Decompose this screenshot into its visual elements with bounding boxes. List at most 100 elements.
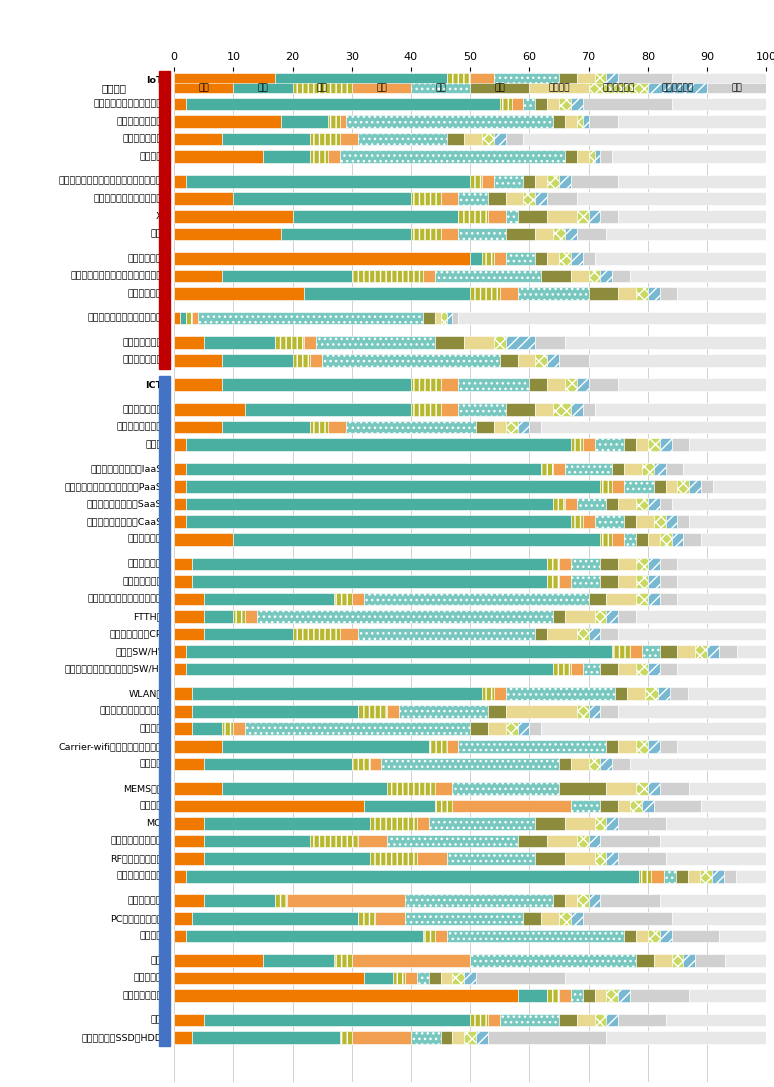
- Bar: [536, 175, 547, 188]
- Bar: [724, 870, 736, 883]
- Bar: [453, 972, 464, 985]
- Text: ウエアラブル（情報・映像）: ウエアラブル（情報・映像）: [94, 100, 168, 109]
- Bar: [293, 627, 340, 640]
- Bar: [405, 912, 523, 925]
- Text: ストレージ（SSD、HDD）: ストレージ（SSD、HDD）: [81, 1033, 168, 1042]
- Bar: [488, 192, 505, 205]
- Bar: [713, 480, 766, 492]
- Text: 独国: 独国: [317, 84, 327, 92]
- Bar: [636, 610, 766, 623]
- Text: 動画配信: 動画配信: [146, 440, 168, 449]
- Bar: [174, 817, 204, 829]
- Text: WLAN機器: WLAN機器: [128, 689, 168, 698]
- Text: 据置型ゲーム: 据置型ゲーム: [134, 974, 168, 983]
- Bar: [529, 83, 589, 93]
- Bar: [594, 1014, 606, 1026]
- Bar: [677, 663, 766, 675]
- Bar: [571, 800, 601, 812]
- Bar: [387, 783, 435, 795]
- Bar: [518, 989, 547, 1002]
- Bar: [636, 783, 648, 795]
- Bar: [559, 1014, 577, 1026]
- Bar: [174, 312, 180, 324]
- Bar: [536, 817, 565, 829]
- Text: MEMSセンサ: MEMSセンサ: [123, 784, 168, 794]
- Text: スマート照明機器: スマート照明機器: [122, 355, 168, 365]
- Bar: [505, 252, 536, 265]
- Bar: [594, 438, 624, 451]
- Bar: [541, 421, 766, 434]
- Bar: [174, 800, 364, 812]
- Bar: [505, 723, 518, 735]
- Bar: [494, 252, 505, 265]
- Bar: [571, 663, 583, 675]
- Bar: [571, 270, 588, 283]
- Bar: [494, 336, 505, 349]
- Bar: [618, 558, 636, 571]
- Bar: [174, 1032, 192, 1044]
- Bar: [346, 115, 553, 128]
- Bar: [488, 723, 505, 735]
- Bar: [174, 783, 221, 795]
- Bar: [583, 403, 594, 415]
- Bar: [588, 270, 601, 283]
- Bar: [559, 575, 571, 588]
- Bar: [618, 73, 672, 86]
- Bar: [565, 336, 766, 349]
- Bar: [672, 73, 766, 86]
- Bar: [482, 687, 495, 700]
- Text: ディスクリート半導体: ディスクリート半導体: [111, 837, 168, 846]
- Bar: [464, 336, 494, 349]
- Bar: [672, 98, 766, 110]
- Bar: [677, 646, 695, 658]
- Bar: [310, 133, 340, 146]
- Bar: [174, 73, 275, 86]
- Text: RF（高周波）半導体: RF（高周波）半導体: [110, 854, 168, 863]
- Bar: [577, 1014, 594, 1026]
- Bar: [547, 627, 577, 640]
- Bar: [553, 895, 565, 908]
- Bar: [571, 558, 601, 571]
- Bar: [701, 533, 766, 546]
- Text: クラウドサービス（CaaS）: クラウドサービス（CaaS）: [87, 517, 168, 526]
- Bar: [458, 740, 606, 752]
- Bar: [476, 421, 494, 434]
- Bar: [690, 438, 766, 451]
- Bar: [358, 133, 447, 146]
- Bar: [174, 954, 263, 966]
- Bar: [192, 312, 198, 324]
- Bar: [417, 972, 429, 985]
- Bar: [317, 336, 435, 349]
- Bar: [577, 705, 589, 717]
- Bar: [369, 852, 417, 865]
- Bar: [606, 227, 766, 240]
- Bar: [700, 870, 712, 883]
- Bar: [375, 912, 405, 925]
- Bar: [351, 270, 423, 283]
- Bar: [583, 989, 594, 1002]
- Bar: [594, 817, 606, 829]
- Bar: [601, 800, 618, 812]
- Bar: [429, 817, 536, 829]
- Bar: [594, 73, 606, 86]
- Bar: [553, 227, 565, 240]
- Bar: [458, 227, 505, 240]
- Bar: [234, 610, 245, 623]
- Text: ＜凡例＞: ＜凡例＞: [102, 83, 127, 93]
- Text: ICT製品・サービス: ICT製品・サービス: [159, 680, 170, 742]
- Bar: [636, 438, 648, 451]
- Bar: [588, 354, 766, 366]
- Bar: [500, 354, 518, 366]
- Bar: [435, 336, 464, 349]
- Bar: [505, 336, 536, 349]
- Bar: [536, 227, 553, 240]
- Bar: [677, 558, 766, 571]
- Text: ICT計: ICT計: [146, 380, 168, 389]
- Bar: [192, 687, 482, 700]
- Bar: [618, 800, 630, 812]
- Bar: [286, 895, 405, 908]
- Bar: [571, 575, 601, 588]
- Bar: [234, 723, 245, 735]
- Bar: [364, 972, 393, 985]
- Bar: [583, 663, 601, 675]
